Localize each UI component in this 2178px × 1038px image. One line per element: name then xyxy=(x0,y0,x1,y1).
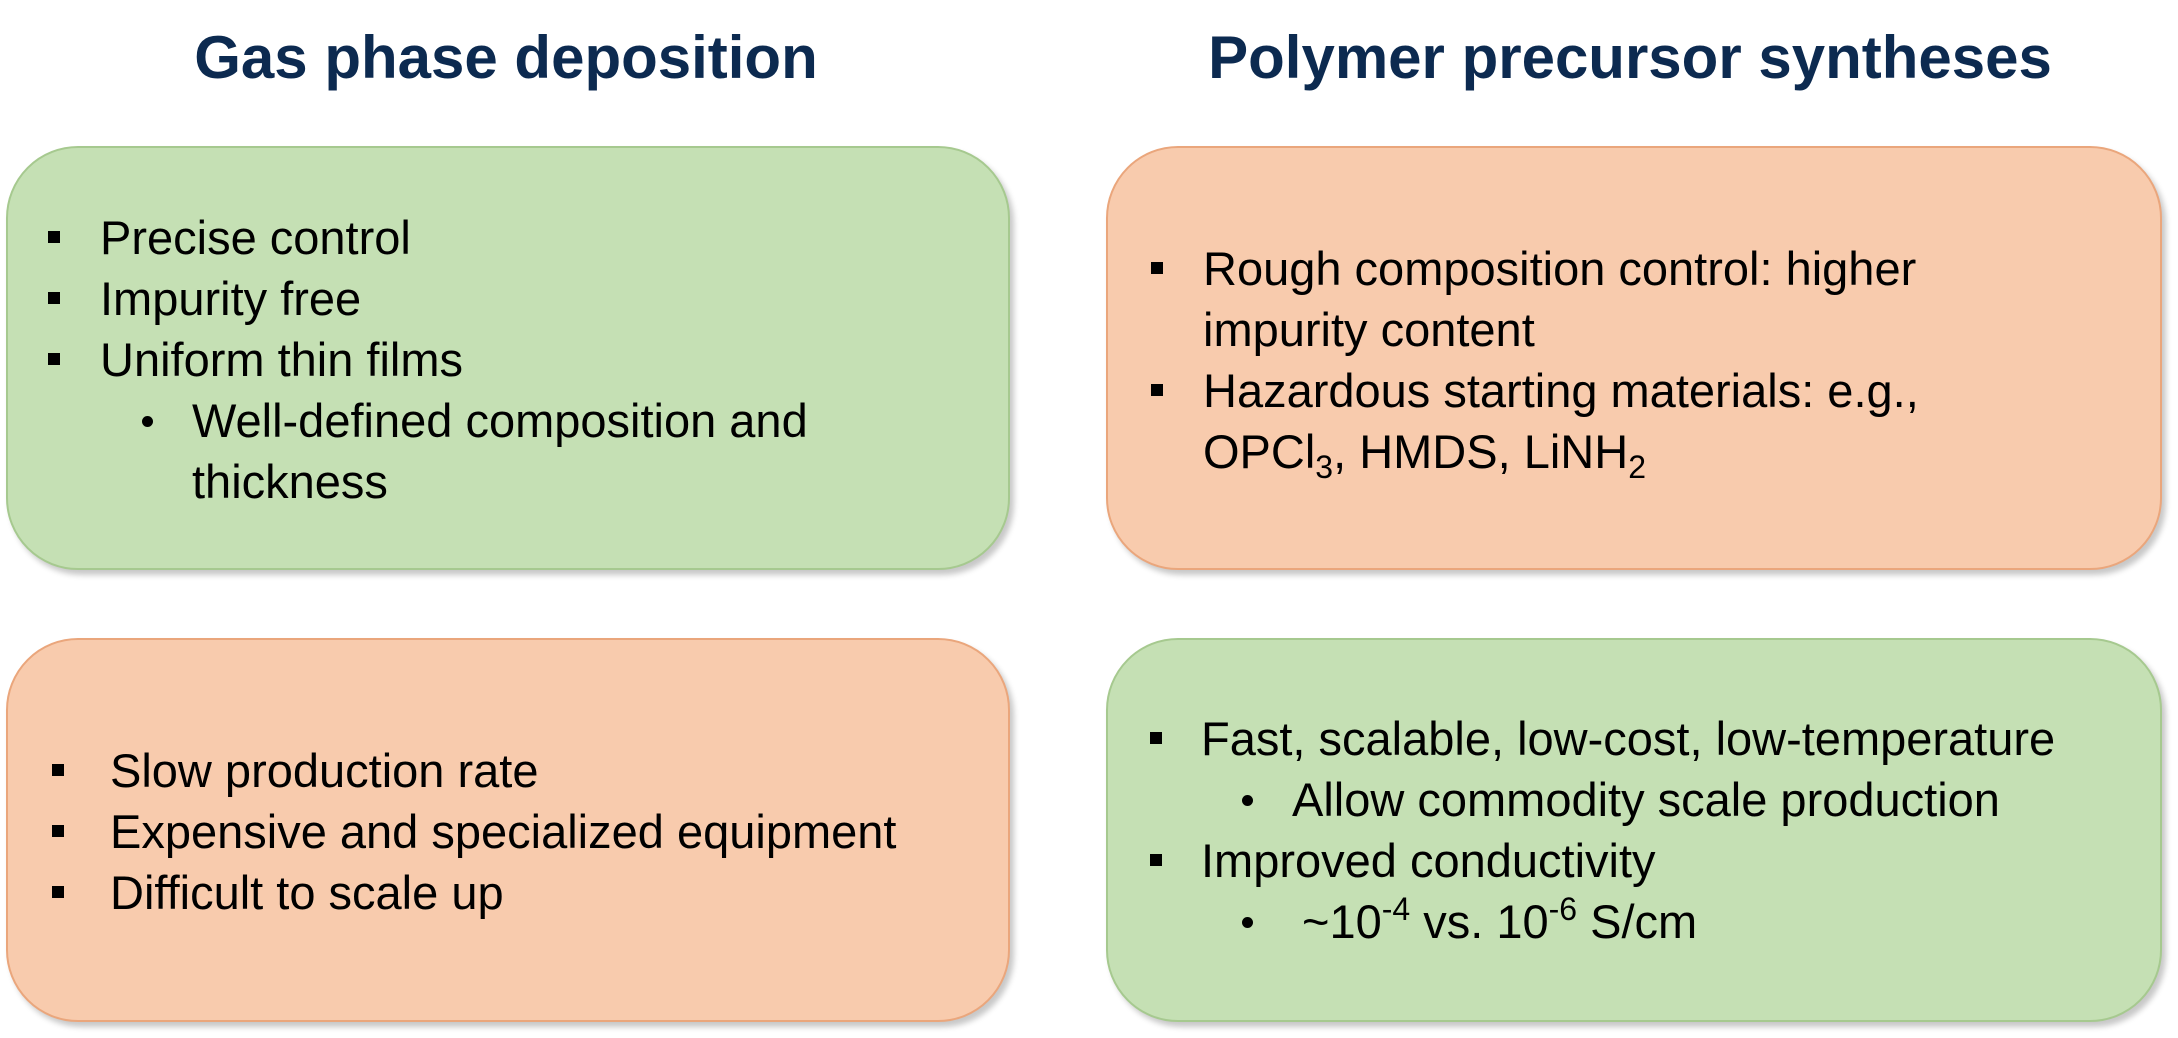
polymer-precursor-syntheses-heading: Polymer precursor syntheses xyxy=(1208,24,2052,91)
list-item: Slow production rate xyxy=(52,740,896,801)
conductivity-comparison-text: ~10-4 vs. 10-6 S/cm xyxy=(1302,891,1698,948)
list-item-text: Rough composition control: higher xyxy=(1203,242,1917,295)
square-bullet-icon xyxy=(48,292,60,304)
list-item-text: Impurity free xyxy=(100,272,362,325)
list-item-text-continued: thickness xyxy=(192,455,388,508)
square-bullet-icon xyxy=(1150,854,1162,866)
round-bullet-icon xyxy=(1242,917,1253,928)
gas-phase-disadvantages-box xyxy=(6,638,1010,1022)
gas-phase-disadvantages-list: Slow production rate Expensive and speci… xyxy=(52,740,897,923)
square-bullet-icon xyxy=(52,825,64,837)
chemical-formula-line: OPCl3, HMDS, LiNH2 xyxy=(1203,425,1646,485)
gas-phase-advantages-box xyxy=(6,146,1010,570)
polymer-precursor-disadvantages-list: Rough composition control: higher impuri… xyxy=(1151,238,1919,485)
list-item-text: Uniform thin films xyxy=(100,333,464,386)
list-item: Improved conductivity xyxy=(1150,830,2055,891)
polymer-precursor-advantages-box xyxy=(1106,638,2162,1022)
sub-list-item: ~10-4 vs. 10-6 S/cm xyxy=(1201,891,2055,952)
polymer-precursor-disadvantages-box xyxy=(1106,146,2162,570)
list-item: Uniform thin films xyxy=(48,329,808,390)
list-item: Expensive and specialized equipment xyxy=(52,801,897,862)
list-item: Fast, scalable, low-cost, low-temperatur… xyxy=(1150,708,2056,769)
square-bullet-icon xyxy=(1150,732,1162,744)
sub-list-item: Well-defined composition and thickness xyxy=(100,390,808,512)
list-item-text: Precise control xyxy=(100,211,411,264)
list-item-text: Difficult to scale up xyxy=(110,866,504,919)
round-bullet-icon xyxy=(142,416,153,427)
square-bullet-icon xyxy=(52,886,64,898)
square-bullet-icon xyxy=(1151,384,1163,396)
gas-phase-advantages-list: Precise control Impurity free Uniform th… xyxy=(48,207,808,512)
list-item-text-continued: impurity content xyxy=(1203,303,1535,356)
list-item: Precise control xyxy=(48,207,808,268)
list-item: Rough composition control: higher impuri… xyxy=(1151,238,1919,360)
sub-list-item: Allow commodity scale production xyxy=(1201,769,2055,830)
square-bullet-icon xyxy=(48,231,60,243)
list-item-text: Improved conductivity xyxy=(1201,834,1656,887)
round-bullet-icon xyxy=(1242,795,1253,806)
square-bullet-icon xyxy=(52,764,64,776)
gas-phase-deposition-heading: Gas phase deposition xyxy=(194,24,818,91)
list-item-text: Slow production rate xyxy=(110,744,539,797)
list-item-text: Well-defined composition and xyxy=(192,394,808,447)
polymer-precursor-advantages-list: Fast, scalable, low-cost, low-temperatur… xyxy=(1150,708,2056,952)
square-bullet-icon xyxy=(48,353,60,365)
list-item-text: Expensive and specialized equipment xyxy=(110,805,897,858)
list-item-text: Allow commodity scale production xyxy=(1292,773,2000,826)
list-item: Difficult to scale up xyxy=(52,862,896,923)
list-item-text: Hazardous starting materials: e.g., xyxy=(1203,364,1919,417)
square-bullet-icon xyxy=(1151,262,1163,274)
list-item: Impurity free xyxy=(48,268,808,329)
list-item: Hazardous starting materials: e.g., OPCl… xyxy=(1151,360,1919,485)
list-item-text: Fast, scalable, low-cost, low-temperatur… xyxy=(1201,712,2056,765)
